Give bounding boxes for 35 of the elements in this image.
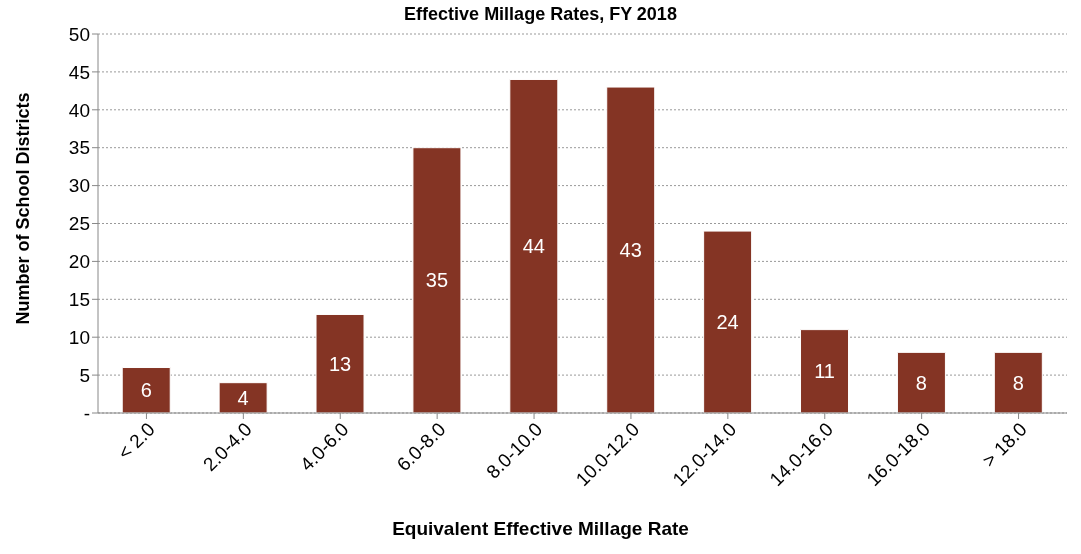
data-label: 6 [140,379,152,402]
bar [896,351,946,413]
y-tick-label: 40 [68,99,90,121]
x-tick-label: < 2.0 [113,418,159,464]
y-tick-label: 20 [68,251,90,273]
y-tick-label: - [83,402,90,424]
y-tick-label: 50 [68,23,90,45]
y-axis-title: Number of School Districts [12,91,34,325]
data-label: 4 [237,386,249,409]
bar [218,382,268,413]
y-tick-label: 25 [68,213,90,235]
data-label: 43 [619,239,642,262]
data-label: 11 [814,360,835,383]
bar [121,367,171,413]
data-label: 8 [1012,371,1024,394]
y-tick-label: 35 [68,137,90,159]
y-tick-label: 45 [68,61,90,83]
bar [412,147,462,413]
data-label: 24 [716,311,739,334]
bar [315,313,365,413]
data-label: 13 [328,352,352,375]
bar [800,329,850,413]
bar [509,78,559,413]
y-tick-label: 30 [68,175,90,197]
data-label: 44 [522,235,545,258]
bar [606,86,656,413]
y-tick-label: 5 [79,364,90,386]
bar [993,351,1043,413]
data-label: 8 [915,371,927,394]
data-label: 35 [425,269,449,292]
chart-title: Effective Millage Rates, FY 2018 [403,4,678,25]
y-tick-label: 10 [68,326,90,348]
y-tick-label: 15 [68,289,90,311]
x-axis-title: Equivalent Effective Millage Rate [391,518,690,540]
bar [703,230,753,413]
